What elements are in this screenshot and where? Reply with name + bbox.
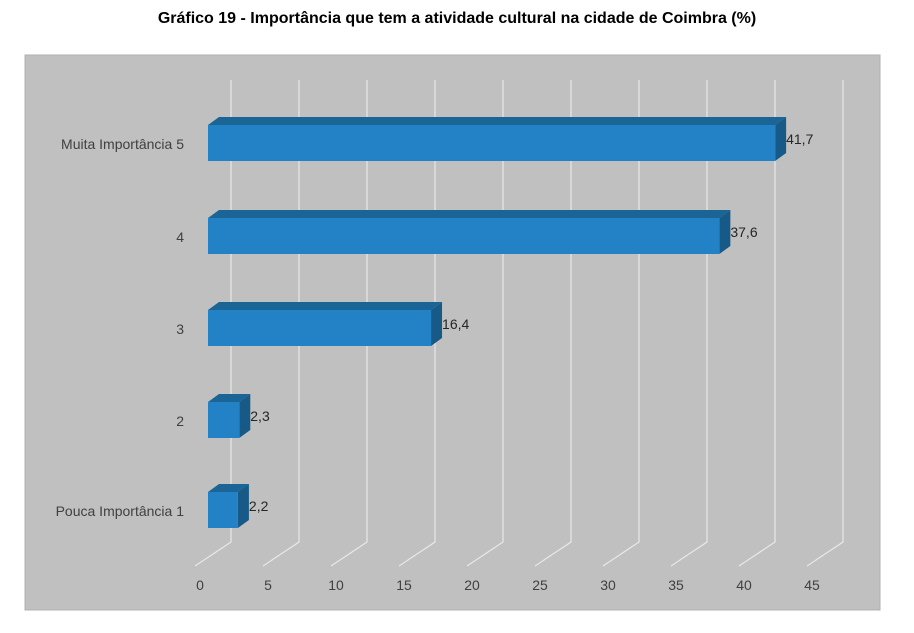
bar-front-face xyxy=(208,218,720,254)
data-label: 2,3 xyxy=(250,408,270,424)
bar-side-face xyxy=(775,117,787,161)
x-tick-label: 40 xyxy=(736,577,752,593)
data-label: 37,6 xyxy=(730,224,757,240)
labels: 0 5 10 15 20 25 30 35 40 45 Muita Importância 5 41,… xyxy=(56,131,820,593)
bar-front-face xyxy=(208,402,240,438)
x-tick-label: 35 xyxy=(668,577,684,593)
bar-side-face xyxy=(237,484,249,528)
bar-side-face xyxy=(431,302,443,346)
bar xyxy=(208,117,787,161)
bar-side-face xyxy=(239,394,251,438)
category-label: Muita Importância 5 xyxy=(61,136,184,152)
x-tick-label: 0 xyxy=(196,577,204,593)
bar xyxy=(208,484,249,528)
gridline xyxy=(806,80,844,567)
data-label: 2,2 xyxy=(249,498,269,514)
chart-title: Gráfico 19 - Importância que tem a ativi… xyxy=(157,10,757,27)
bar-front-face xyxy=(208,310,432,346)
bar-top-face xyxy=(208,302,443,310)
bar-top-face xyxy=(208,117,787,125)
x-tick-label: 30 xyxy=(600,577,616,593)
bar xyxy=(208,302,443,346)
category-label: 2 xyxy=(176,413,184,429)
category-label: Pouca Importância 1 xyxy=(56,503,185,519)
bar-front-face xyxy=(208,125,776,161)
x-tick-label: 45 xyxy=(804,577,820,593)
x-tick-label: 15 xyxy=(396,577,412,593)
x-tick-label: 20 xyxy=(464,577,480,593)
bar-top-face xyxy=(208,210,731,218)
bar xyxy=(208,210,731,254)
x-tick-label: 25 xyxy=(532,577,548,593)
bars xyxy=(208,117,787,528)
bar-side-face xyxy=(719,210,731,254)
bar-top-face xyxy=(208,484,249,492)
data-label: 41,7 xyxy=(786,131,813,147)
bar-top-face xyxy=(208,394,251,402)
data-label: 16,4 xyxy=(442,316,469,332)
gridline xyxy=(738,80,776,567)
bar xyxy=(208,394,251,438)
category-label: 4 xyxy=(176,229,184,245)
x-tick-label: 5 xyxy=(264,577,272,593)
x-tick-label: 10 xyxy=(328,577,344,593)
category-label: 3 xyxy=(176,321,184,337)
bar-front-face xyxy=(208,492,238,528)
